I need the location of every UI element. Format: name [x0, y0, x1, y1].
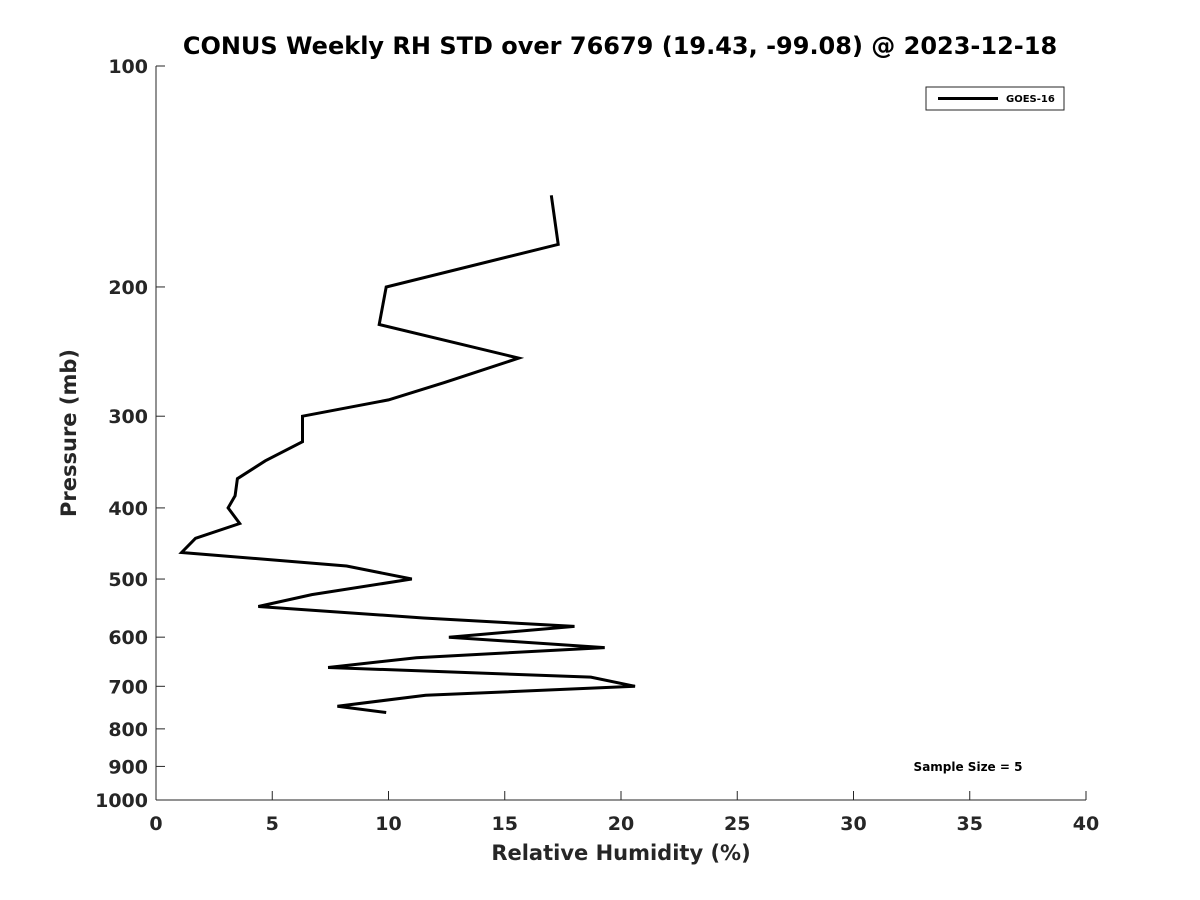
- y-tick-label: 600: [108, 627, 148, 649]
- y-tick-label: 800: [108, 719, 148, 741]
- x-tick-label: 10: [375, 813, 401, 835]
- ticks: 0 5 10 15 20 25 30 35 40 100 200 300 400 500 600 700 800…: [95, 56, 1099, 835]
- legend-label-goes-16: GOES-16: [1006, 94, 1055, 105]
- y-tick-label: 100: [108, 56, 148, 78]
- y-tick-label: 200: [108, 277, 148, 299]
- chart-title: CONUS Weekly RH STD over 76679 (19.43, -…: [183, 32, 1057, 60]
- y-tick-label: 400: [108, 498, 148, 520]
- x-tick-label: 30: [840, 813, 866, 835]
- legend: GOES-16: [925, 86, 1065, 111]
- x-tick-label: 15: [492, 813, 518, 835]
- sample-size-annotation: Sample Size = 5: [914, 760, 1023, 774]
- x-tick-label: 25: [724, 813, 750, 835]
- y-tick-label: 900: [108, 756, 148, 778]
- x-tick-label: 40: [1073, 813, 1099, 835]
- x-tick-label: 35: [957, 813, 983, 835]
- y-tick-label: 500: [108, 569, 148, 591]
- y-tick-label: 1000: [95, 790, 148, 812]
- y-axis-label: Pressure (mb): [57, 349, 81, 517]
- x-tick-label: 0: [149, 813, 162, 835]
- x-tick-label: 20: [608, 813, 634, 835]
- y-tick-label: 700: [108, 676, 148, 698]
- series-line-goes-16: [178, 195, 636, 714]
- x-tick-label: 5: [266, 813, 279, 835]
- series-layer: [178, 195, 636, 714]
- y-tick-label: 300: [108, 406, 148, 428]
- x-axis-label: Relative Humidity (%): [491, 841, 750, 865]
